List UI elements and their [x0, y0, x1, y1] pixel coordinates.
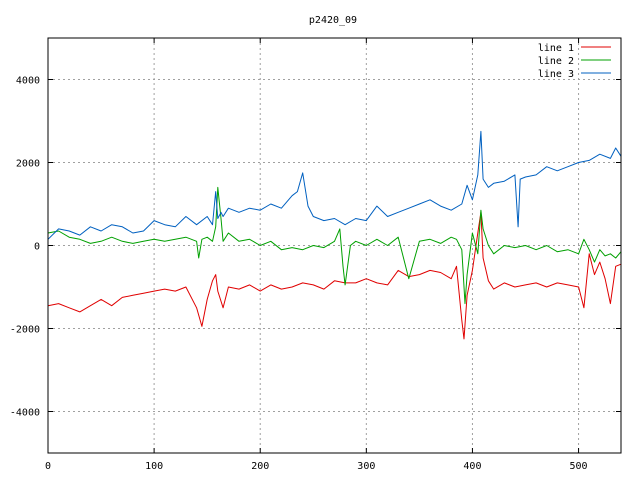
- y-tick-label: 2000: [16, 159, 40, 170]
- series-layer: [47, 130, 622, 340]
- x-tick-label: 0: [45, 461, 51, 472]
- axis-ticks: 0 100 200 300 400 500 -4000 -2000 0 2000 4000: [10, 38, 621, 472]
- series-line-3: [47, 130, 622, 240]
- y-tick-label: -4000: [10, 408, 40, 419]
- legend-label-1: line 1: [538, 43, 574, 54]
- x-tick-label: 200: [251, 461, 269, 472]
- y-tick-label: 4000: [16, 76, 40, 87]
- legend-label-2: line 2: [538, 56, 574, 67]
- x-tick-label: 100: [145, 461, 163, 472]
- x-tick-label: 500: [570, 461, 588, 472]
- legend: line 1 line 2 line 3: [538, 43, 611, 80]
- y-tick-label: 0: [34, 242, 40, 253]
- legend-label-3: line 3: [538, 69, 574, 80]
- y-tick-label: -2000: [10, 325, 40, 336]
- grid-lines: [48, 38, 621, 453]
- chart-title: p2420_09: [309, 15, 357, 26]
- x-tick-label: 400: [463, 461, 481, 472]
- series-line-2: [47, 186, 622, 305]
- series-line-1: [47, 211, 622, 340]
- x-tick-label: 300: [357, 461, 375, 472]
